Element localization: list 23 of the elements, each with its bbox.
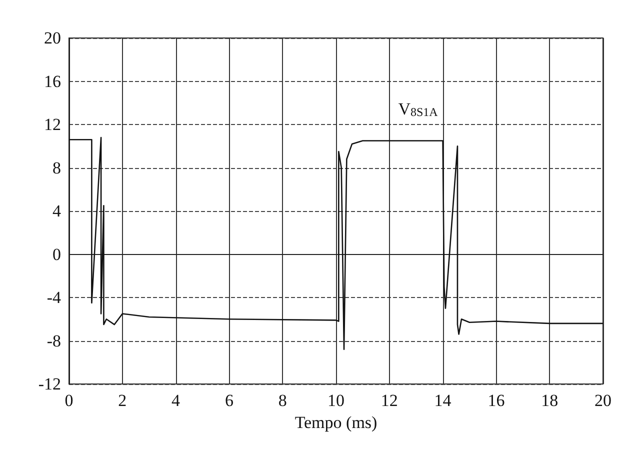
annotation: V8S1A bbox=[398, 100, 438, 119]
y-tick-label: 8 bbox=[52, 158, 61, 178]
x-axis-title: Tempo (ms) bbox=[294, 413, 378, 432]
x-tick-label: 18 bbox=[541, 391, 558, 410]
x-tick-label: 6 bbox=[224, 391, 234, 410]
x-tick-label: 20 bbox=[594, 391, 612, 410]
x-tick-label: 4 bbox=[172, 391, 181, 410]
y-tick-label: 4 bbox=[52, 202, 62, 220]
y-tick-label: -12 bbox=[38, 374, 61, 394]
x-tick-label: 14 bbox=[434, 391, 452, 410]
x-tick-label: 12 bbox=[380, 391, 398, 410]
y-tick-label: -8 bbox=[46, 331, 61, 350]
y-tick-label: 12 bbox=[44, 115, 61, 134]
x-tick-label: 8 bbox=[278, 391, 287, 410]
y-tick-label: 16 bbox=[44, 72, 61, 91]
y-tick-label: 20 bbox=[44, 28, 61, 48]
x-tick-label: 0 bbox=[64, 391, 74, 410]
line-series bbox=[68, 136, 604, 350]
x-tick-label: 16 bbox=[488, 391, 505, 410]
x-tick-label: 10 bbox=[328, 391, 344, 410]
x-tick-label: 2 bbox=[118, 391, 127, 410]
y-tick-label: -4 bbox=[46, 288, 62, 307]
y-tick-label: 0 bbox=[52, 244, 61, 264]
